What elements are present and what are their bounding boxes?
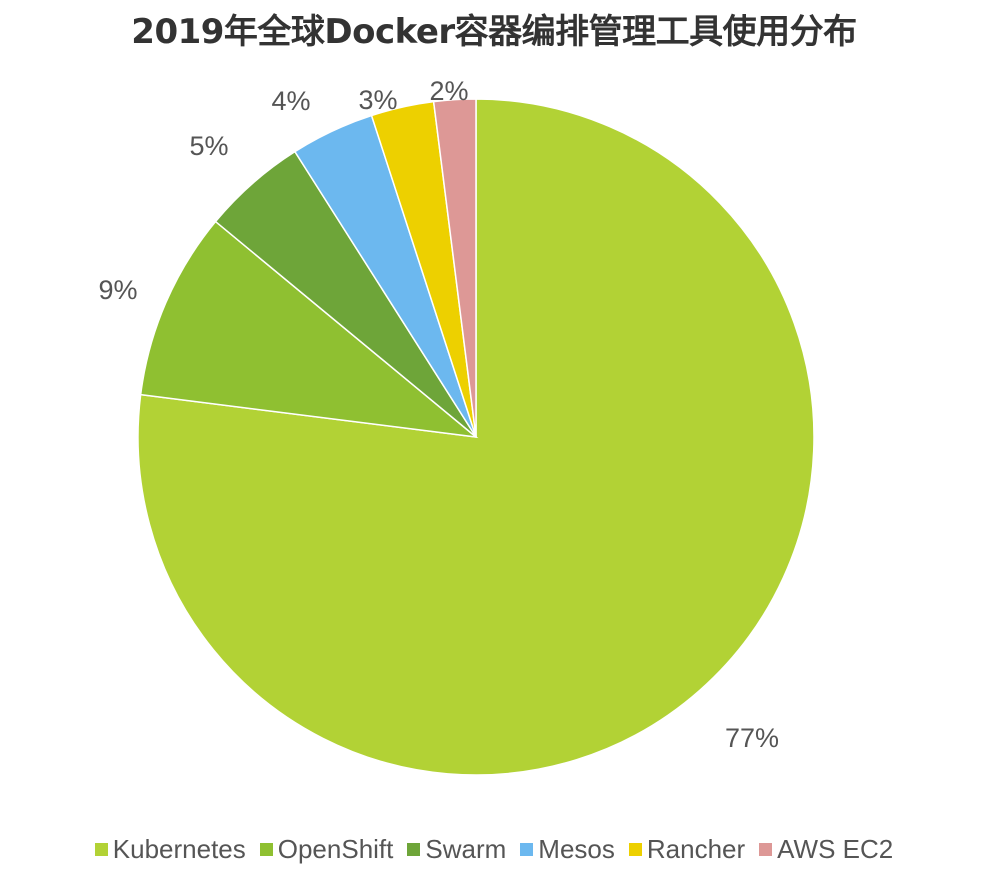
chart-title: 2019年全球Docker容器编排管理工具使用分布 (131, 12, 857, 52)
data-label: 5% (189, 131, 228, 161)
legend-swatch (407, 843, 421, 856)
pie-slice-aws-ec2 (432, 98, 477, 438)
data-label: 2% (429, 76, 468, 106)
legend-item: OpenShift (259, 834, 394, 865)
pie-slice-openshift (139, 220, 479, 439)
data-label: 77% (725, 723, 779, 753)
legend-swatch (520, 843, 534, 856)
pie-chart: 77% 9% 5% 4% 3% 2% (98, 76, 815, 776)
legend-swatch (628, 843, 642, 856)
legend-item: Kubernetes (94, 834, 246, 865)
data-label: 9% (98, 275, 137, 305)
legend-item: Rancher (628, 834, 746, 865)
legend-label: Kubernetes (112, 834, 246, 864)
data-label: 3% (358, 85, 397, 115)
legend-swatch (259, 843, 273, 856)
legend-swatch (94, 843, 108, 856)
legend-item: AWS EC2 (759, 834, 893, 865)
legend-label: AWS EC2 (777, 834, 894, 864)
legend-label: Mesos (538, 834, 615, 864)
pie-slice-kubernetes (137, 98, 815, 776)
legend: Kubernetes OpenShift Swarm Mesos Rancher AWS … (0, 834, 988, 865)
legend-label: Swarm (425, 834, 507, 864)
data-label: 4% (271, 86, 310, 116)
legend-label: OpenShift (277, 834, 394, 864)
legend-item: Swarm (407, 834, 506, 865)
legend-item: Mesos (520, 834, 615, 865)
legend-label: Rancher (646, 834, 746, 864)
legend-swatch (759, 843, 773, 856)
